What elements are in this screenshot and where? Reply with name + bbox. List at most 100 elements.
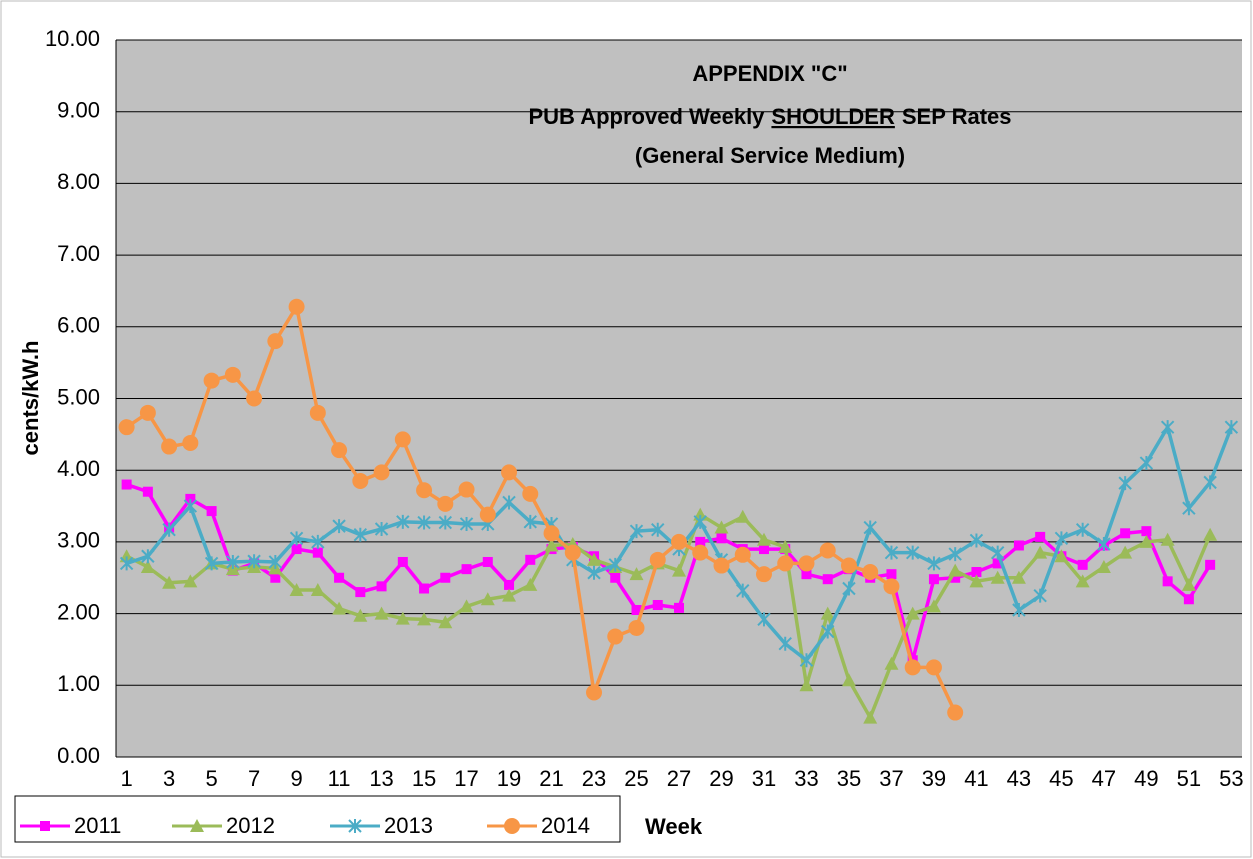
marker [417, 612, 432, 626]
marker [525, 554, 536, 565]
marker [376, 581, 387, 592]
marker [459, 599, 474, 613]
marker [206, 506, 217, 517]
marker [1118, 476, 1132, 491]
y-tick-label: 2.00 [57, 599, 100, 624]
marker [311, 534, 325, 549]
chart-title: APPENDIX "C" [692, 61, 847, 86]
marker [992, 558, 1003, 569]
series-line [125, 304, 957, 714]
marker [631, 605, 642, 616]
x-tick-label: 37 [879, 766, 903, 791]
y-tick-label: 5.00 [57, 384, 100, 409]
x-tick-label: 3 [163, 766, 175, 791]
marker [755, 566, 772, 583]
marker [501, 464, 518, 481]
marker [353, 608, 368, 622]
marker [139, 404, 156, 421]
marker [1054, 549, 1069, 563]
marker [1033, 588, 1047, 603]
marker [523, 577, 538, 591]
marker [608, 557, 622, 572]
marker [756, 532, 771, 546]
y-tick-label: 8.00 [57, 169, 100, 194]
marker [161, 438, 178, 455]
x-tick-label: 23 [582, 766, 606, 791]
marker [799, 653, 814, 668]
grid [116, 39, 1242, 758]
marker [947, 704, 964, 721]
marker [652, 599, 663, 610]
legend-label: 2014 [541, 813, 590, 838]
marker [734, 546, 751, 563]
marker [950, 572, 961, 583]
marker [695, 536, 706, 547]
x-tick-label: 33 [794, 766, 818, 791]
marker [267, 333, 284, 350]
marker [672, 563, 686, 577]
marker [798, 555, 815, 572]
legend [14, 795, 621, 843]
x-tick-label: 13 [369, 766, 393, 791]
marker [502, 495, 516, 510]
marker [140, 559, 155, 573]
marker [224, 366, 241, 383]
y-tick-label: 0.00 [57, 743, 100, 768]
x-tick-label: 25 [624, 766, 648, 791]
marker [716, 533, 727, 544]
x-tick-label: 21 [539, 766, 563, 791]
marker [268, 554, 283, 569]
marker [1054, 531, 1069, 546]
x-tick-label: 41 [964, 766, 988, 791]
marker [332, 519, 346, 534]
marker [1075, 522, 1090, 537]
marker [183, 574, 198, 588]
marker [118, 419, 135, 436]
marker [461, 564, 472, 575]
x-tick-label: 31 [752, 766, 776, 791]
chart-title-part: SHOULDER [771, 104, 895, 129]
y-tick-label: 3.00 [57, 528, 100, 553]
marker [185, 493, 196, 504]
marker [1139, 456, 1154, 471]
marker [190, 819, 204, 832]
legend-label: 2011 [74, 813, 121, 838]
marker [884, 545, 899, 560]
marker [863, 710, 878, 724]
marker [1118, 545, 1133, 559]
x-tick-label: 17 [454, 766, 478, 791]
x-tick-label: 11 [328, 766, 351, 791]
marker [544, 538, 559, 552]
marker [629, 524, 644, 539]
marker [183, 499, 198, 514]
marker [586, 684, 603, 701]
marker [564, 544, 581, 561]
marker [884, 656, 899, 670]
chart-title: PUB Approved Weekly SHOULDER SEP Rates [528, 104, 1011, 129]
marker [1120, 528, 1131, 539]
marker [543, 525, 560, 542]
marker [714, 520, 729, 534]
marker [820, 606, 835, 620]
marker [671, 533, 687, 550]
marker [649, 551, 666, 568]
x-tick-label: 43 [1007, 766, 1031, 791]
marker [927, 556, 941, 571]
marker [312, 547, 323, 558]
marker [758, 544, 769, 555]
marker [396, 514, 410, 529]
marker [651, 522, 665, 537]
marker [440, 572, 451, 583]
marker [713, 557, 730, 574]
marker [777, 555, 794, 572]
marker [971, 567, 982, 578]
y-tick-label: 6.00 [57, 313, 100, 338]
marker [799, 678, 814, 692]
y-axis-label: cents/kW.h [18, 341, 43, 456]
marker [270, 572, 281, 583]
marker [1205, 559, 1216, 570]
marker [674, 602, 684, 613]
marker [289, 531, 304, 546]
marker [926, 599, 941, 613]
